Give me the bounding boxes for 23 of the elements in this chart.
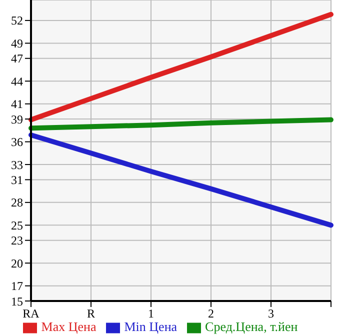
x-tick-label: RA (22, 306, 40, 321)
y-tick-label: 47 (11, 52, 23, 66)
y-tick-label: 17 (11, 279, 23, 294)
legend-label: Сред.Цена, т.йен (205, 319, 298, 334)
y-tick-label: 41 (11, 97, 23, 112)
y-tick-label: 15 (11, 294, 23, 308)
legend-label: Max Цена (41, 319, 96, 334)
y-tick-label: 52 (11, 14, 23, 28)
y-tick-label: 44 (11, 74, 23, 88)
y-tick-label: 33 (11, 158, 23, 172)
y-tick-label: 36 (11, 135, 23, 150)
y-tick-label: 49 (11, 36, 23, 50)
y-tick-label: 25 (11, 218, 23, 232)
y-tick-label: 23 (11, 234, 23, 248)
y-tick-label: 28 (11, 196, 23, 210)
y-tick-label: 31 (11, 172, 23, 187)
x-tick-label: 3 (268, 306, 274, 321)
y-tick-label: 20 (11, 256, 23, 270)
x-tick-label: 1 (148, 306, 154, 321)
y-tick-label: 39 (11, 112, 23, 126)
x-tick-label: 2 (208, 306, 214, 321)
legend-label: Min Цена (124, 319, 178, 334)
x-tick-label: R (86, 306, 96, 321)
